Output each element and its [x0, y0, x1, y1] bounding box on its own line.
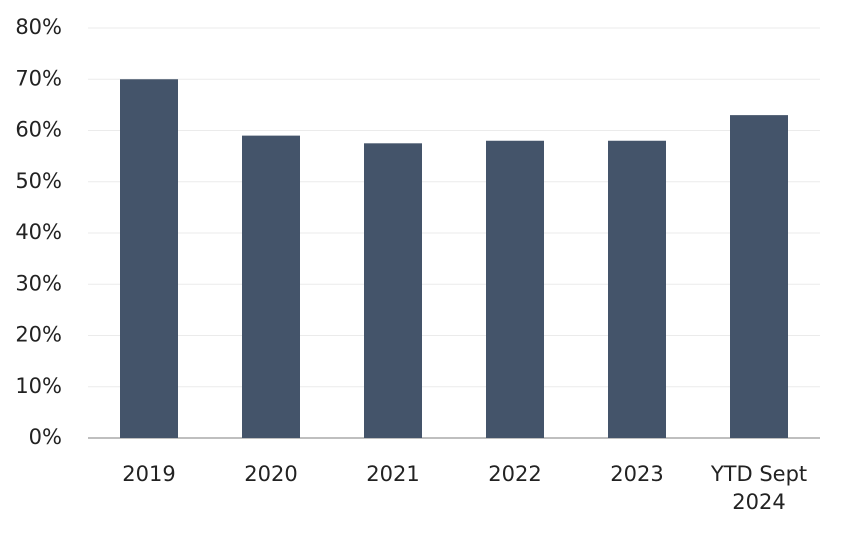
- y-tick-label: 60%: [15, 118, 62, 142]
- y-tick-label: 40%: [15, 220, 62, 244]
- x-tick-label: 2019: [122, 462, 176, 486]
- y-tick-label: 30%: [15, 271, 62, 295]
- y-tick-label: 70%: [15, 66, 62, 90]
- bar: [730, 115, 788, 438]
- bar: [242, 135, 300, 438]
- bar: [486, 140, 544, 438]
- y-tick-label: 20%: [15, 323, 62, 347]
- x-tick-label: 2022: [488, 462, 542, 486]
- x-tick-label: 2021: [366, 462, 420, 486]
- bar: [364, 143, 422, 438]
- bar: [608, 140, 666, 438]
- y-tick-label: 10%: [15, 374, 62, 398]
- x-tick-label: YTD Sept 2024: [710, 462, 808, 514]
- y-tick-label: 80%: [15, 15, 62, 39]
- x-tick-label: 2023: [610, 462, 664, 486]
- bar: [120, 79, 178, 438]
- y-tick-label: 50%: [15, 169, 62, 193]
- x-tick-label: 2020: [244, 462, 298, 486]
- y-tick-label: 0%: [29, 425, 62, 449]
